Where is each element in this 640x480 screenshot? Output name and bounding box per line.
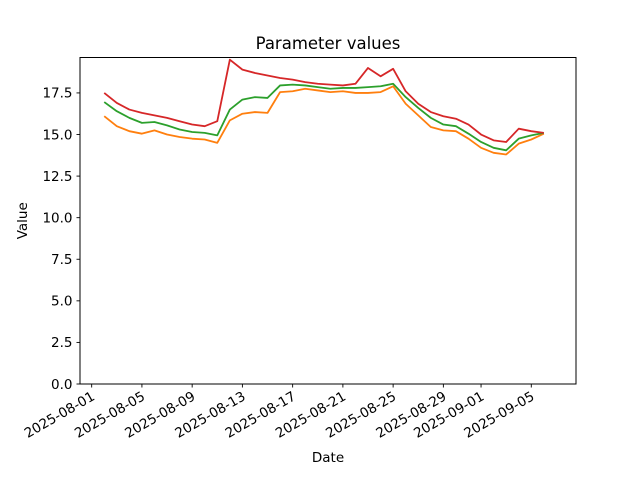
x-axis-label: Date [312, 450, 344, 466]
plot-area [80, 57, 576, 384]
y-tick-label: 10.0 [42, 210, 72, 226]
y-tick-label: 2.5 [51, 335, 72, 351]
y-tick-label: 17.5 [42, 86, 72, 102]
y-tick-label: 15.0 [42, 127, 72, 143]
y-tick-label: 0.0 [51, 377, 72, 393]
y-tick-label: 7.5 [51, 252, 72, 268]
series-line-red [103, 58, 544, 143]
series-line-green [103, 82, 545, 152]
plot-frame [79, 57, 577, 385]
y-tick-label: 5.0 [51, 294, 72, 310]
chart-title: Parameter values [256, 34, 401, 53]
y-tick-label: 12.5 [42, 169, 72, 185]
y-axis-label: Value [15, 202, 31, 239]
series-line-orange [103, 85, 545, 156]
